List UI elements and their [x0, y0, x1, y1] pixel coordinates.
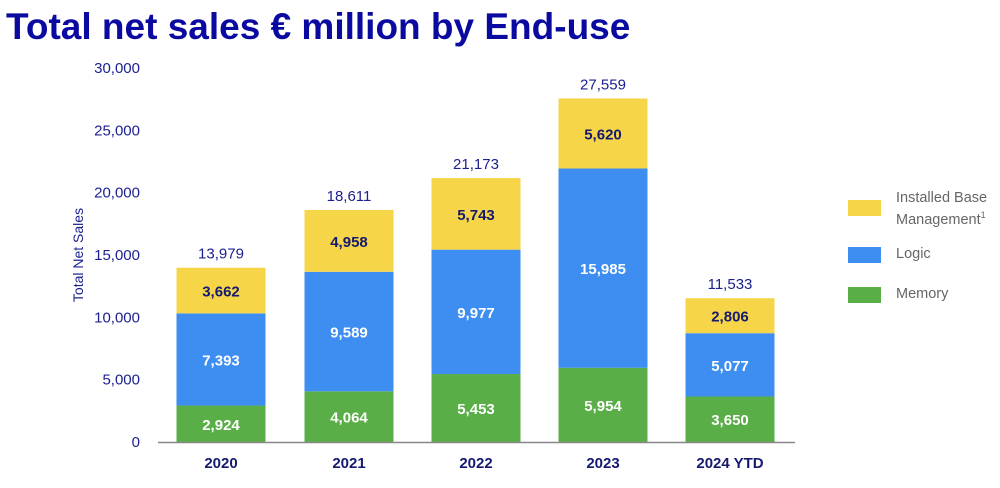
legend-label-installed-base: Installed Base Management1	[896, 190, 988, 228]
data-label: 4,958	[330, 234, 368, 251]
bar-segment	[304, 391, 394, 442]
total-label: 27,559	[580, 76, 626, 93]
data-label: 3,650	[711, 412, 749, 429]
data-label: 5,453	[457, 401, 495, 418]
total-label: 18,611	[327, 188, 372, 205]
total-label: 13,979	[198, 246, 244, 263]
data-label: 5,077	[711, 358, 749, 375]
bar-segment	[685, 396, 775, 442]
data-label: 3,662	[202, 284, 240, 301]
data-label: 5,954	[584, 398, 622, 415]
bar-segment	[176, 267, 266, 314]
y-tick-label: 5,000	[102, 372, 140, 389]
data-label: 4,064	[330, 410, 368, 427]
bar-segment	[558, 168, 648, 368]
data-label: 7,393	[202, 352, 240, 369]
x-tick-label: 2023	[586, 455, 619, 472]
data-label: 9,977	[457, 305, 495, 322]
y-tick-label: 25,000	[94, 122, 140, 139]
bar-segment	[304, 271, 394, 392]
y-axis-label: Total Net Sales	[70, 208, 86, 302]
x-tick-label: 2020	[204, 455, 237, 472]
bar-segment	[431, 374, 521, 442]
y-tick-label: 30,000	[94, 60, 140, 77]
chart-title: Total net sales € million by End-use	[6, 6, 631, 47]
data-label: 5,620	[584, 126, 622, 143]
bar-segment	[558, 367, 648, 442]
total-label: 11,533	[708, 276, 753, 293]
x-tick-label: 2024 YTD	[696, 455, 763, 472]
data-label: 2,806	[711, 309, 749, 326]
y-tick-label: 15,000	[94, 247, 140, 264]
legend-swatch-installed-base	[848, 200, 881, 216]
bar-segment	[176, 405, 266, 442]
y-tick-label: 20,000	[94, 185, 140, 202]
bar-segment	[304, 209, 394, 272]
bar-segment	[431, 249, 521, 375]
x-tick-label: 2022	[459, 455, 492, 472]
y-tick-label: 0	[132, 434, 140, 451]
bar-segment	[685, 298, 775, 334]
legend-swatch-logic	[848, 247, 881, 263]
total-label: 21,173	[453, 156, 499, 173]
bar-segment	[176, 313, 266, 406]
bar-segment	[558, 98, 648, 169]
legend-label-logic: Logic	[896, 246, 931, 262]
bar-segment	[685, 333, 775, 397]
bar-segment	[431, 178, 521, 250]
x-tick-label: 2021	[332, 455, 365, 472]
data-label: 9,589	[330, 325, 368, 342]
legend-swatch-memory	[848, 287, 881, 303]
y-tick-label: 10,000	[94, 309, 140, 326]
data-label: 5,743	[457, 207, 495, 224]
legend-label-memory: Memory	[896, 286, 949, 302]
data-label: 2,924	[202, 417, 240, 434]
data-label: 15,985	[580, 261, 626, 278]
